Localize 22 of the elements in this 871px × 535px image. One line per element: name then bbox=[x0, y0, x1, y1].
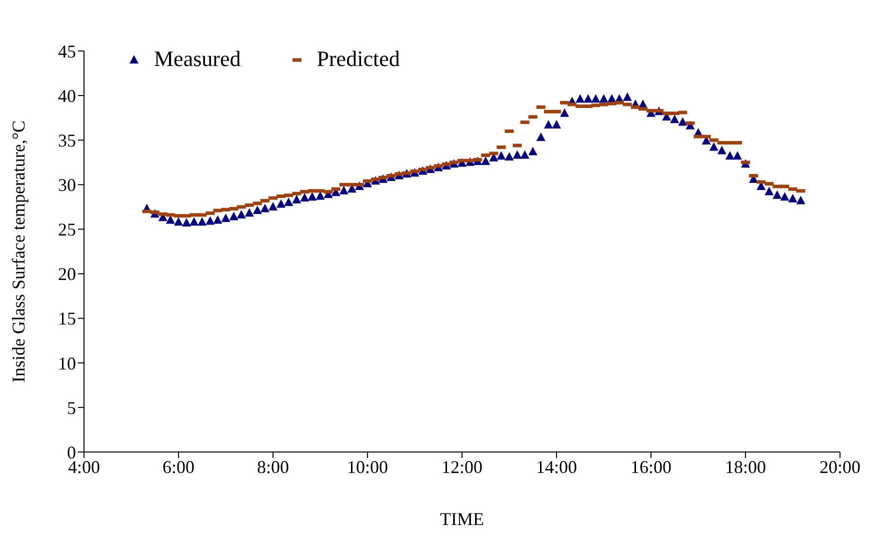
y-tick-label: 25 bbox=[58, 220, 76, 240]
x-tick-label: 18:00 bbox=[724, 456, 766, 477]
y-tick-label: 10 bbox=[58, 353, 76, 374]
x-tick-label: 6:00 bbox=[162, 456, 195, 477]
y-tick-label: 15 bbox=[58, 308, 76, 329]
x-tick-label: 14:00 bbox=[536, 456, 578, 477]
x-tick-label: 12:00 bbox=[441, 456, 483, 477]
y-tick-label: 0 bbox=[67, 442, 76, 462]
y-tick-label: 40 bbox=[58, 86, 76, 106]
legend-label: Predicted bbox=[316, 46, 400, 72]
x-tick-label: 10:00 bbox=[346, 456, 388, 477]
y-tick-label: 20 bbox=[58, 264, 76, 284]
x-tick-label: 16:00 bbox=[630, 456, 672, 477]
x-axis-title: TIME bbox=[440, 509, 484, 529]
legend-label: Measured bbox=[154, 46, 241, 72]
y-tick-label: 5 bbox=[67, 398, 76, 418]
y-tick-label: 35 bbox=[58, 130, 76, 150]
x-tick-label: 20:00 bbox=[819, 456, 861, 477]
y-tick-label: 45 bbox=[58, 41, 76, 62]
y-axis-title: Inside Glass Surface temperature,°C bbox=[8, 120, 28, 383]
y-tick-label: 30 bbox=[58, 175, 76, 196]
x-tick-label: 8:00 bbox=[256, 456, 290, 477]
